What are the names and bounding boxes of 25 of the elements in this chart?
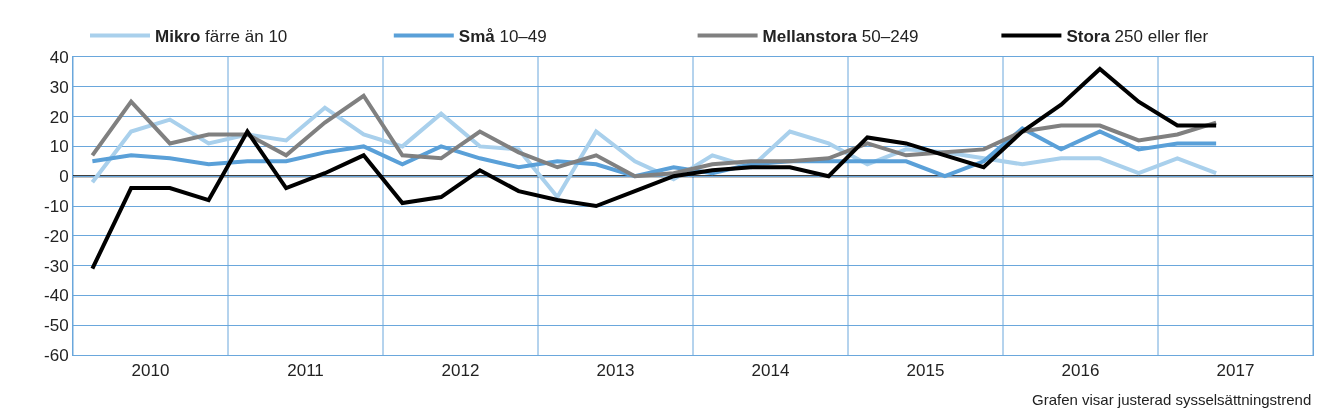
- y-tick-label: 20: [49, 107, 69, 127]
- text: Grafen visar justerad sysselsättningstrend: [1032, 391, 1312, 408]
- y-tick-label: -50: [44, 316, 69, 336]
- y-tick-label: -30: [44, 256, 69, 276]
- x-tick-label: 2017: [1216, 361, 1255, 381]
- y-tick-label: -40: [44, 286, 69, 306]
- x-tick-label: 2012: [441, 361, 480, 381]
- legend-label: Mellanstora 50–249: [762, 27, 919, 47]
- legend-label: Mikro färre än 10: [155, 27, 288, 47]
- x-tick-label: 2011: [287, 361, 324, 381]
- y-tick-label: 10: [49, 137, 69, 157]
- y-tick-label: -60: [44, 345, 69, 365]
- line-series: [90, 93, 1219, 179]
- x-tick-label: 2015: [906, 361, 945, 381]
- legend-label: Små 10–49: [458, 27, 547, 47]
- x-tick-label: 2016: [1061, 361, 1100, 381]
- x-tick-label: 2013: [596, 361, 635, 381]
- y-tick-label: -20: [44, 226, 69, 246]
- y-tick-label: -10: [44, 196, 69, 216]
- y-tick-label: 0: [59, 167, 69, 187]
- x-tick-label: 2014: [751, 361, 790, 381]
- y-tick-label: 40: [49, 47, 69, 67]
- legend-label: Stora 250 eller fler: [1066, 27, 1209, 47]
- y-tick-label: 30: [49, 77, 69, 97]
- x-tick-label: 2010: [131, 361, 170, 381]
